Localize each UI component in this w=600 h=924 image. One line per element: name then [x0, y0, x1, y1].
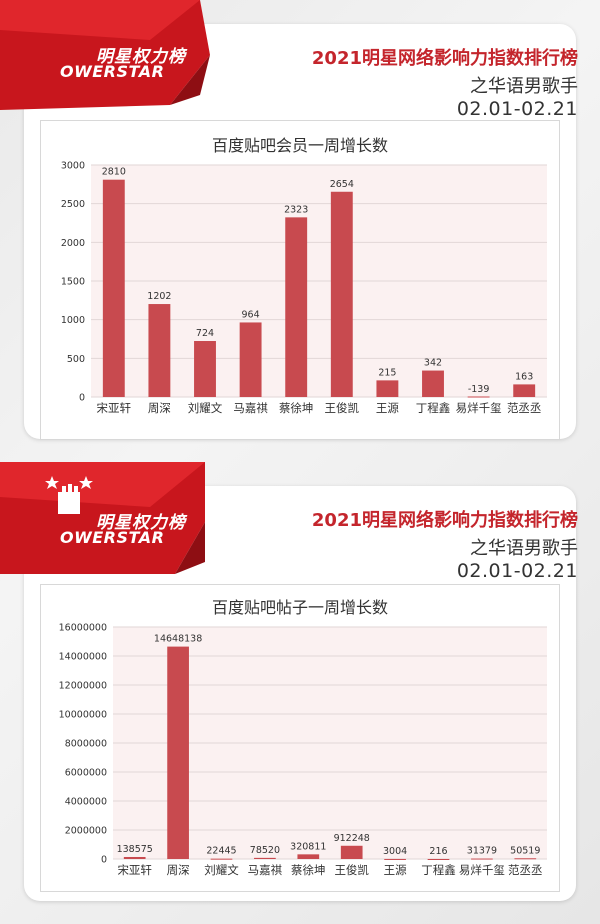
- x-tick-label: 周深: [167, 863, 190, 877]
- data-label: 3004: [383, 846, 407, 857]
- data-label: 163: [515, 371, 533, 382]
- x-tick-label: 刘耀文: [204, 863, 239, 877]
- data-label: 1202: [147, 291, 171, 302]
- x-tick-label: 王源: [384, 863, 407, 877]
- x-tick-label: 王俊凯: [334, 863, 369, 877]
- bar: [513, 384, 536, 397]
- bar: [422, 370, 444, 397]
- bar: [297, 854, 320, 859]
- bar: [254, 857, 276, 859]
- x-tick-label: 周深: [148, 401, 171, 415]
- date-range: 02.01-02.21: [456, 560, 578, 582]
- bar: [330, 191, 353, 397]
- bar: [514, 858, 537, 860]
- brand-en-text: OWERSTAR: [60, 62, 165, 81]
- page-title: 2021明星网络影响力指数排行榜: [311, 48, 578, 69]
- brand-cn-text: 明星权力榜: [96, 47, 186, 67]
- bar: [376, 380, 399, 397]
- bar: [167, 646, 189, 859]
- data-label: 342: [424, 358, 442, 369]
- brand-ribbon-icon: [0, 462, 205, 574]
- x-tick-label: 丁程鑫: [421, 863, 456, 877]
- bar: [210, 858, 233, 860]
- bar: [427, 858, 450, 860]
- bar: [467, 396, 490, 398]
- bar: [148, 304, 171, 397]
- y-tick-label: 6000000: [65, 768, 107, 779]
- chart-title: 百度贴吧帖子一周增长数: [212, 598, 388, 617]
- y-tick-label: 1000: [61, 315, 85, 326]
- y-tick-label: 2500: [61, 199, 85, 210]
- data-label: 2654: [330, 179, 354, 190]
- data-label: 724: [196, 328, 214, 339]
- x-tick-label: 易烊千玺: [459, 863, 505, 877]
- data-label: 22445: [206, 846, 236, 857]
- y-tick-label: 1500: [61, 277, 85, 288]
- bar: [340, 845, 363, 859]
- data-label: 2323: [284, 204, 308, 215]
- data-label: 215: [378, 367, 396, 378]
- y-tick-label: 10000000: [59, 710, 107, 721]
- y-tick-label: 0: [79, 393, 85, 404]
- x-tick-label: 宋亚轩: [97, 401, 132, 415]
- brand-en-text: OWERSTAR: [60, 528, 165, 547]
- bar: [123, 856, 146, 859]
- bar: [285, 217, 308, 397]
- x-tick-label: 王源: [376, 401, 399, 415]
- x-tick-label: 蔡徐坤: [279, 401, 314, 415]
- brand-ribbon-icon: [0, 0, 210, 110]
- y-tick-label: 16000000: [59, 623, 107, 634]
- data-label: -139: [468, 384, 490, 395]
- data-label: 964: [242, 309, 260, 320]
- data-label: 78520: [250, 845, 280, 856]
- data-label: 50519: [510, 845, 540, 856]
- chart-bottom: 百度贴吧帖子一周增长数 0 2000000 4000000 6000000 8000000…: [40, 584, 560, 892]
- x-tick-label: 范丞丞: [508, 863, 543, 877]
- y-tick-label: 2000: [61, 238, 85, 249]
- y-tick-label: 2000000: [65, 826, 107, 837]
- bar: [384, 858, 406, 860]
- page-subtitle: 之华语男歌手: [470, 538, 578, 559]
- data-label: 2810: [102, 167, 126, 178]
- x-tick-label: 刘耀文: [188, 401, 223, 415]
- header-bottom: 2021明星网络影响力指数排行榜 之华语男歌手 02.01-02.21: [312, 506, 578, 582]
- bar: [194, 341, 216, 397]
- data-label: 14648138: [154, 634, 202, 645]
- y-tick-label: 0: [101, 855, 107, 866]
- bar: [239, 322, 262, 397]
- data-label: 138575: [117, 844, 153, 855]
- x-tick-label: 范丞丞: [507, 401, 542, 415]
- data-label: 912248: [334, 833, 370, 844]
- data-label: 31379: [467, 846, 497, 857]
- y-tick-label: 4000000: [65, 797, 107, 808]
- x-tick-label: 丁程鑫: [416, 401, 451, 415]
- data-label: 216: [429, 846, 447, 857]
- page-subtitle: 之华语男歌手: [470, 76, 578, 97]
- bar: [471, 858, 493, 860]
- x-tick-label: 马嘉祺: [233, 401, 268, 415]
- page-title: 2021明星网络影响力指数排行榜: [311, 510, 578, 531]
- y-tick-label: 14000000: [59, 652, 107, 663]
- x-tick-label: 王俊凯: [325, 401, 360, 415]
- y-tick-label: 8000000: [65, 739, 107, 750]
- brand-cn-text: 明星权力榜: [96, 513, 186, 533]
- bar-chart-members: 百度贴吧会员一周增长数 0 500 1000 1500 2000 2500 3000 2810 宋…: [61, 136, 547, 415]
- bar-chart-posts: 百度贴吧帖子一周增长数 0 2000000 4000000 6000000 8000000…: [59, 598, 547, 877]
- date-range: 02.01-02.21: [456, 98, 578, 120]
- brand-logo-top: 明星权力榜 OWERSTAR: [0, 0, 210, 110]
- chart-title: 百度贴吧会员一周增长数: [212, 136, 388, 155]
- header-top: 2021明星网络影响力指数排行榜 之华语男歌手 02.01-02.21: [312, 44, 578, 120]
- y-tick-label: 500: [67, 354, 85, 365]
- x-tick-label: 蔡徐坤: [291, 863, 326, 877]
- bar: [102, 179, 125, 397]
- data-label: 320811: [290, 841, 326, 852]
- x-tick-label: 易烊千玺: [456, 401, 502, 415]
- y-tick-label: 3000: [61, 161, 85, 172]
- fist-icon: [58, 484, 80, 514]
- x-tick-label: 马嘉祺: [248, 863, 283, 877]
- x-tick-label: 宋亚轩: [117, 863, 152, 877]
- chart-top: 百度贴吧会员一周增长数 0 500 1000 1500 2000 2500 3000 2810 宋…: [40, 120, 560, 440]
- y-tick-label: 12000000: [59, 681, 107, 692]
- brand-logo-bottom: 明星权力榜 OWERSTAR: [0, 462, 210, 574]
